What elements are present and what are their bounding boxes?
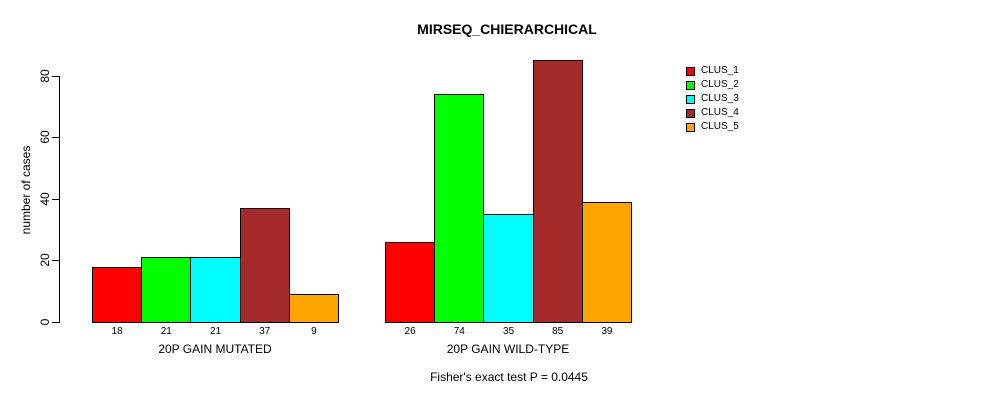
y-axis-tick-label: 40 [38, 192, 52, 206]
legend-item-clus_4: CLUS_4 [686, 106, 739, 120]
legend-swatch-icon [686, 122, 695, 132]
legend-item-clus_3: CLUS_3 [686, 92, 739, 106]
y-axis-tick-label: 20 [38, 253, 52, 268]
legend-item-label: CLUS_1 [701, 65, 739, 76]
group-label-1: 20P GAIN MUTATED [158, 342, 272, 356]
bar-clus_3-group1 [190, 257, 241, 323]
bar-clus_1-group1 [92, 266, 143, 323]
bar-clus_5-group1 [288, 294, 339, 323]
group-label-2: 20P GAIN WILD-TYPE [446, 342, 570, 356]
y-axis-tick [52, 260, 59, 262]
legend-item-clus_1: CLUS_1 [686, 64, 739, 78]
legend-swatch-icon [686, 66, 695, 76]
legend-swatch-icon [686, 80, 695, 90]
bar-value-label: 9 [311, 326, 317, 337]
bar-value-label: 21 [160, 326, 172, 337]
y-axis-label: number of cases [19, 145, 33, 235]
bar-value-label: 74 [453, 326, 465, 337]
legend-item-clus_2: CLUS_2 [686, 78, 739, 92]
bar-value-label: 26 [404, 326, 416, 337]
y-axis-tick [52, 137, 59, 139]
legend-swatch-icon [686, 108, 695, 118]
legend-item-label: CLUS_3 [701, 93, 739, 104]
legend-swatch-icon [686, 94, 695, 104]
bar-clus_4-group1 [239, 208, 290, 323]
fisher-test-annotation: Fisher's exact test P = 0.0445 [430, 370, 588, 384]
bar-value-label: 37 [259, 326, 271, 337]
y-axis-tick [52, 198, 59, 200]
y-axis-tick-label: 0 [38, 318, 52, 326]
bar-clus_2-group2 [434, 94, 485, 323]
chart-title: MIRSEQ_CHIERARCHICAL [417, 21, 597, 37]
y-axis-tick [52, 75, 59, 77]
legend-item-clus_5: CLUS_5 [686, 120, 739, 134]
y-axis-tick-label: 60 [38, 130, 52, 144]
bar-clus_5-group2 [581, 201, 632, 323]
legend-item-label: CLUS_2 [701, 79, 739, 90]
bar-clus_1-group2 [385, 241, 436, 323]
legend: CLUS_1 CLUS_2 CLUS_3 CLUS_4 CLUS_5 [686, 64, 739, 134]
bar-clus_3-group2 [483, 214, 534, 323]
bar-clus_4-group2 [532, 60, 583, 323]
bar-clus_2-group1 [141, 257, 192, 323]
y-axis-tick-label: 80 [38, 68, 52, 83]
bar-value-label: 21 [209, 326, 222, 337]
bar-value-label: 18 [111, 326, 123, 337]
legend-item-label: CLUS_4 [701, 107, 739, 118]
y-axis-tick [52, 322, 59, 323]
bar-value-label: 85 [552, 326, 564, 337]
bar-value-label: 39 [601, 326, 613, 337]
y-axis-line [59, 75, 60, 323]
bar-value-label: 35 [502, 326, 515, 337]
legend-item-label: CLUS_5 [701, 121, 739, 132]
